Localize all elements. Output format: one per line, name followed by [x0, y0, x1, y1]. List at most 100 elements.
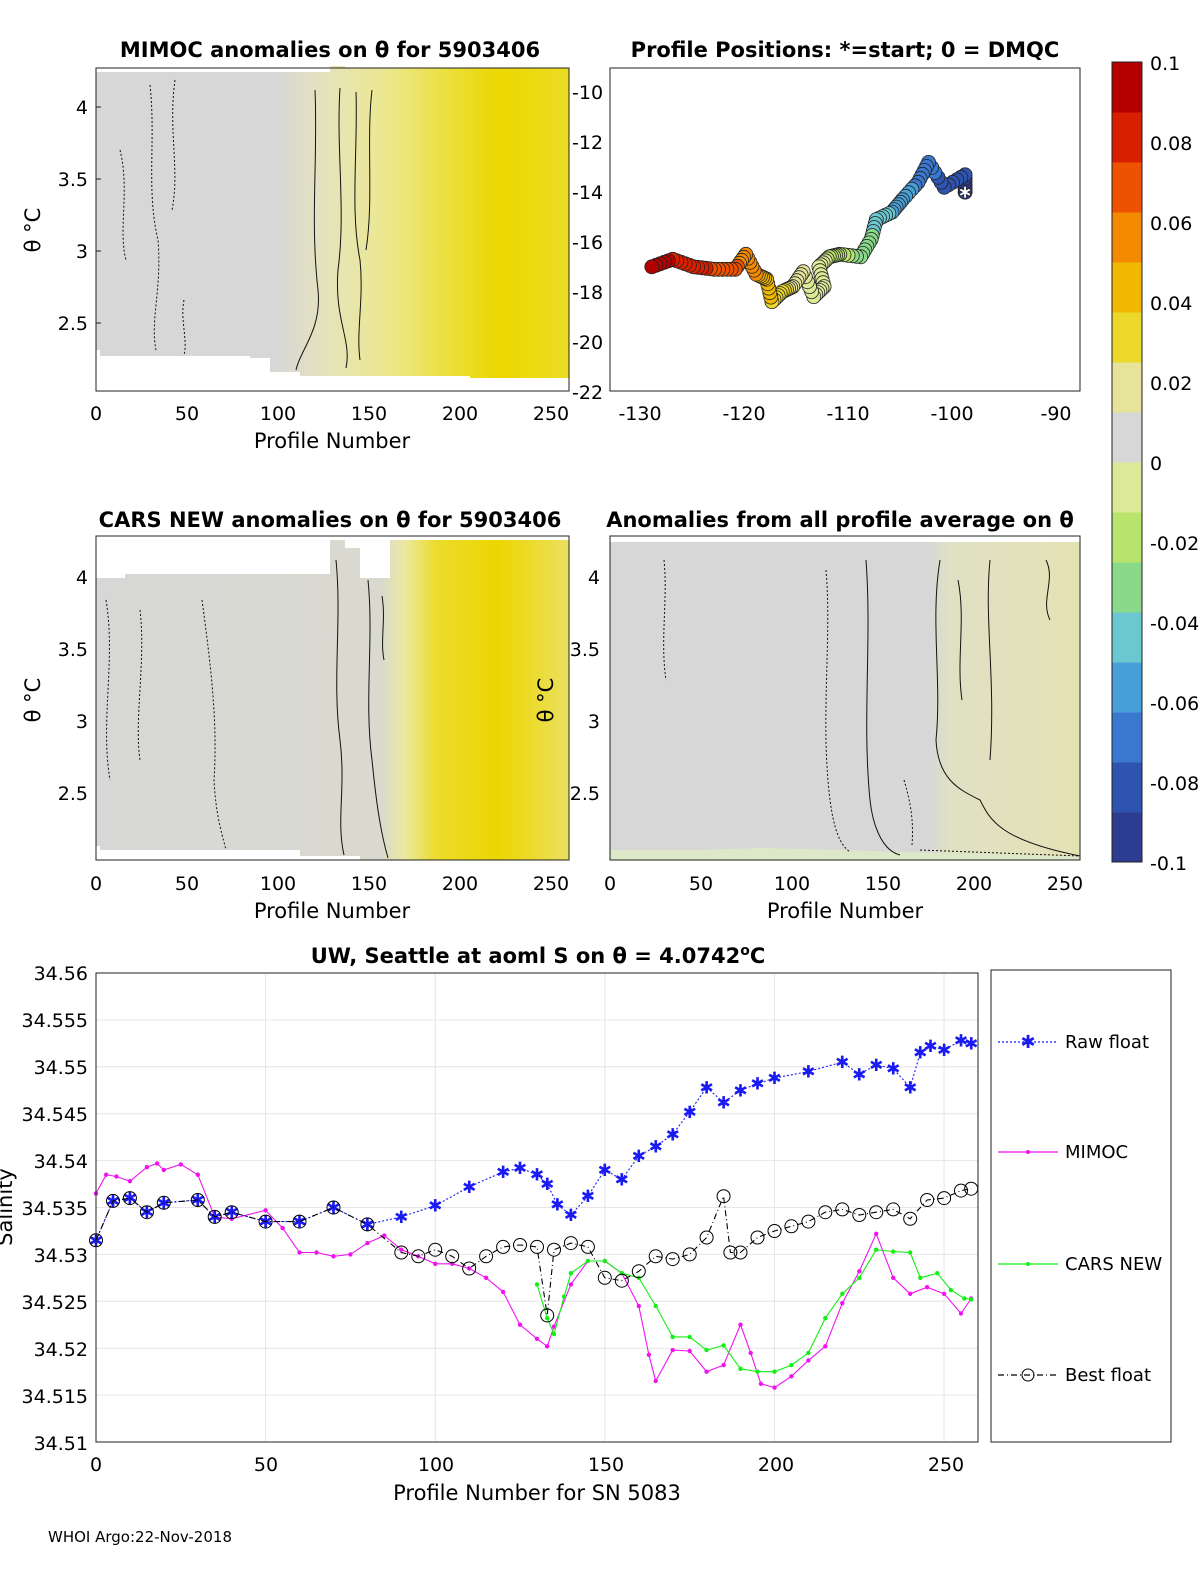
colorbar-tick: 0.06	[1150, 213, 1192, 235]
panel5-xtick: 50	[254, 1454, 278, 1476]
data-point	[784, 1219, 799, 1234]
data-point: ✱	[530, 1166, 544, 1186]
panel2-xtick: -100	[930, 403, 973, 425]
panel1-ytick: 2.5	[58, 313, 88, 335]
data-point	[733, 1245, 748, 1260]
panel4-ytick: 3.5	[570, 639, 600, 661]
colorbar-cell	[1112, 812, 1142, 863]
panel3-xtick: 200	[442, 873, 478, 895]
data-point	[874, 1231, 879, 1237]
panel5-ytick: 34.555	[22, 1010, 88, 1032]
panel1-ytick: 3	[76, 241, 88, 263]
data-point: ✱	[428, 1197, 442, 1217]
panel5-title-unit: C	[750, 944, 765, 968]
panel-profile-positions: Profile Positions: *=start; 0 = DMQC ✱ -…	[572, 38, 1081, 425]
data-point	[104, 1172, 109, 1177]
data-point	[154, 1161, 160, 1166]
colorbar-cell	[1112, 512, 1142, 563]
panel5-xtick: 150	[588, 1454, 624, 1476]
panel2-ytick: -16	[572, 232, 603, 254]
panel1-xtick: 100	[260, 403, 296, 425]
data-point	[597, 1270, 612, 1285]
colorbar-tick: 0.02	[1150, 373, 1192, 395]
legend-box	[990, 969, 1172, 1443]
colorbar-cell	[1112, 762, 1142, 813]
panel5-title-main: UW, Seattle at aoml S on θ = 4.0742	[311, 944, 740, 968]
colorbar-frame	[1111, 61, 1143, 863]
data-point	[772, 1369, 777, 1374]
panel5-y-ticks: 34.56 34.555 34.55 34.545 34.54 34.535 3…	[22, 963, 88, 1455]
data-point	[161, 1167, 166, 1173]
data-point	[886, 1202, 901, 1217]
colorbar-tick: 0.1	[1150, 53, 1180, 75]
data-point	[144, 1165, 150, 1170]
panel-salinity-timeseries: UW, Seattle at aoml S on θ = 4.0742oC ✱✱…	[0, 943, 1172, 1505]
panel1-xlabel: Profile Number	[254, 429, 411, 453]
data-point	[874, 1247, 879, 1252]
data-point: ✱	[598, 1161, 612, 1181]
legend-raw-float-star-icon: ✱	[1020, 1032, 1035, 1053]
colorbar-cell	[1112, 612, 1142, 663]
panel3-xtick: 0	[90, 873, 102, 895]
data-point	[835, 1202, 850, 1217]
panel2-xtick: -130	[618, 403, 661, 425]
panel5-ytick: 34.56	[34, 963, 88, 985]
data-point: ✱	[564, 1206, 578, 1226]
panel3-contours	[105, 559, 389, 859]
legend-raw-float-label: Raw float	[1065, 1032, 1149, 1053]
panel3-xlabel: Profile Number	[254, 899, 411, 923]
panel1-y-ticks: 4 3.5 3 2.5	[58, 97, 101, 335]
panel3-y-ticks: 4 3.5 3 2.5	[58, 567, 88, 805]
data-point	[551, 1324, 557, 1329]
data-point: ✱	[649, 1138, 663, 1158]
panel4-ytick: 4	[588, 567, 600, 589]
data-point: ✱	[550, 1196, 564, 1216]
data-point	[190, 1193, 205, 1207]
panel2-track: ✱	[644, 154, 973, 310]
data-point	[178, 1162, 183, 1167]
data-point	[653, 1303, 658, 1309]
colorbar-cells	[1112, 62, 1142, 863]
data-point	[758, 1381, 764, 1387]
data-point	[399, 1247, 404, 1252]
panel4-xtick: 100	[774, 873, 810, 895]
data-point	[670, 1347, 675, 1353]
data-point: ✱	[394, 1208, 408, 1228]
panel3-axes-frame	[95, 535, 570, 861]
colorbar-tick: -0.08	[1150, 773, 1199, 795]
data-point	[772, 1385, 777, 1390]
data-point	[513, 1238, 527, 1252]
data-point: ✱	[683, 1103, 697, 1123]
data-point: ✱	[632, 1147, 646, 1167]
panel5-ytick: 34.545	[22, 1104, 88, 1126]
data-point	[636, 1303, 641, 1309]
data-point	[483, 1275, 489, 1281]
data-point: ✱	[964, 1034, 978, 1054]
data-point: ✱	[733, 1081, 747, 1101]
data-point	[263, 1208, 268, 1213]
colorbar-cell	[1112, 262, 1142, 313]
data-point	[258, 1214, 273, 1229]
colorbar-cell	[1112, 162, 1142, 213]
panel2-ytick: -22	[572, 382, 603, 404]
data-point: ✱	[699, 1078, 713, 1098]
data-point: ✱	[801, 1063, 815, 1083]
data-point	[721, 1343, 726, 1348]
data-point	[500, 1289, 506, 1295]
profile-position-marker	[644, 259, 660, 275]
legend-cars-new-dot-icon	[1026, 1262, 1030, 1266]
panel4-xtick: 50	[689, 873, 713, 895]
data-point	[704, 1347, 709, 1353]
panel1-contours	[119, 79, 373, 371]
panel5-xtick: 250	[928, 1454, 964, 1476]
colorbar: 0.1 0.08 0.06 0.04 0.02 0 -0.02 -0.04 -0…	[1111, 53, 1199, 875]
data-point	[540, 1308, 555, 1323]
panel3-ytick: 2.5	[58, 783, 88, 805]
data-point: ✱	[540, 1175, 554, 1195]
data-point: ✱	[666, 1125, 680, 1145]
colorbar-cell	[1112, 412, 1142, 463]
data-point	[467, 1266, 472, 1271]
data-point	[682, 1247, 697, 1262]
panel4-contours	[663, 559, 1081, 857]
colorbar-tick: 0.08	[1150, 133, 1192, 155]
